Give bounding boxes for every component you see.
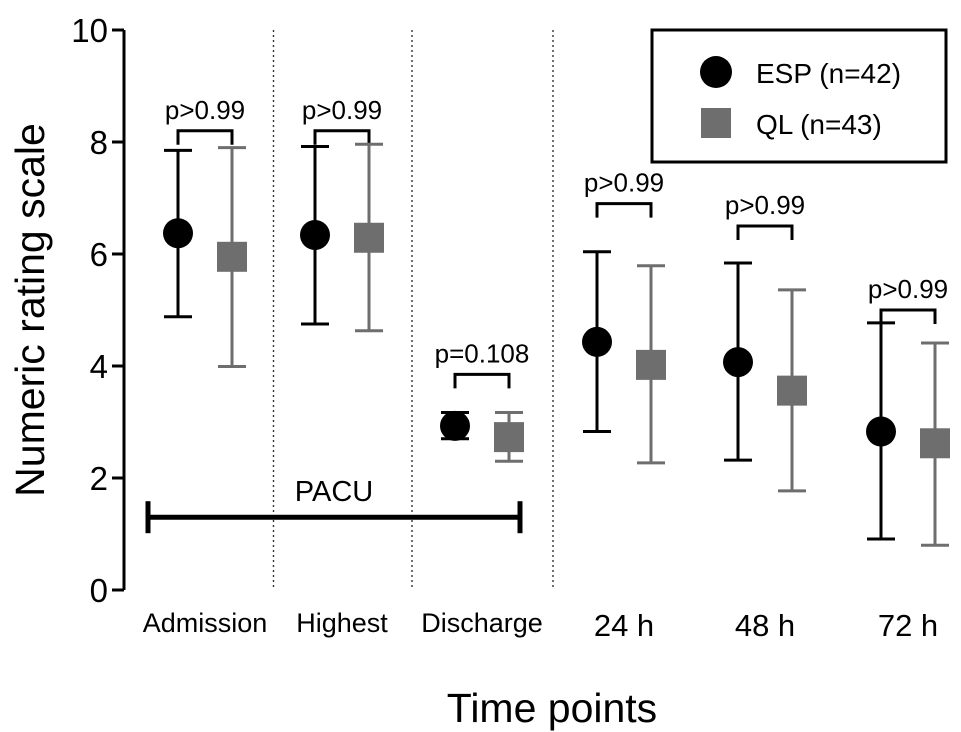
y-tick-label: 10 <box>71 12 108 49</box>
x-tick-label: Discharge <box>421 608 543 638</box>
ql-data-point <box>217 241 247 272</box>
p-value-label: p>0.99 <box>165 95 245 125</box>
pacu-annotation: PACU <box>145 476 523 534</box>
y-tick-label: 0 <box>90 572 108 609</box>
legend-ql-marker <box>701 108 731 138</box>
x-tick-label: 24 h <box>594 608 654 643</box>
significance-bracket <box>736 224 794 240</box>
y-tick-label: 2 <box>90 460 108 497</box>
legend-box <box>650 28 948 164</box>
ql-data-point <box>494 422 524 453</box>
p-value-label: p>0.99 <box>302 95 382 125</box>
x-tick-label: 72 h <box>878 608 938 643</box>
pacu-label: PACU <box>295 476 373 508</box>
significance-bracket <box>176 129 234 145</box>
p-value-label: p>0.99 <box>584 168 664 198</box>
legend-esp-label: ESP (n=42) <box>756 58 901 89</box>
significance-bracket <box>313 129 371 145</box>
ql-data-point <box>636 349 666 380</box>
x-tick-label: 48 h <box>735 608 795 643</box>
p-value-label: p>0.99 <box>868 274 948 304</box>
y-tick-label: 6 <box>90 236 108 273</box>
esp-data-point <box>440 410 470 441</box>
p-value-label: p=0.108 <box>435 338 530 368</box>
x-axis-title: Time points <box>447 685 657 731</box>
esp-data-point <box>163 218 193 249</box>
esp-data-point <box>300 219 330 250</box>
significance-bracket <box>453 372 511 389</box>
legend-ql-label: QL (n=43) <box>756 109 882 140</box>
significance-bracket <box>595 202 653 218</box>
data-points <box>163 142 950 547</box>
esp-data-point <box>723 347 753 378</box>
legend-esp-marker <box>700 56 732 88</box>
y-tick-label: 4 <box>90 348 108 385</box>
ql-data-point <box>354 222 384 253</box>
ql-data-point <box>920 428 950 459</box>
esp-data-point <box>582 326 612 357</box>
ql-data-point <box>777 375 807 406</box>
y-axis-title: Numeric rating scale <box>7 123 53 497</box>
x-tick-label: Admission <box>143 608 268 638</box>
significance-bracket <box>879 308 937 324</box>
y-ticks: 0 2 4 6 8 10 <box>71 12 124 609</box>
x-tick-labels: Admission Highest Discharge 24 h 48 h 72 h <box>143 608 938 643</box>
p-value-brackets: p>0.99 p>0.99 p=0.108 p>0.99 p>0.99 p>0.99 <box>165 95 948 389</box>
section-dividers <box>272 30 554 590</box>
esp-data-point <box>866 416 896 447</box>
legend: ESP (n=42) QL (n=43) <box>650 28 948 164</box>
y-tick-label: 8 <box>90 124 108 161</box>
x-tick-label: Highest <box>296 608 388 638</box>
p-value-label: p>0.99 <box>725 190 805 220</box>
